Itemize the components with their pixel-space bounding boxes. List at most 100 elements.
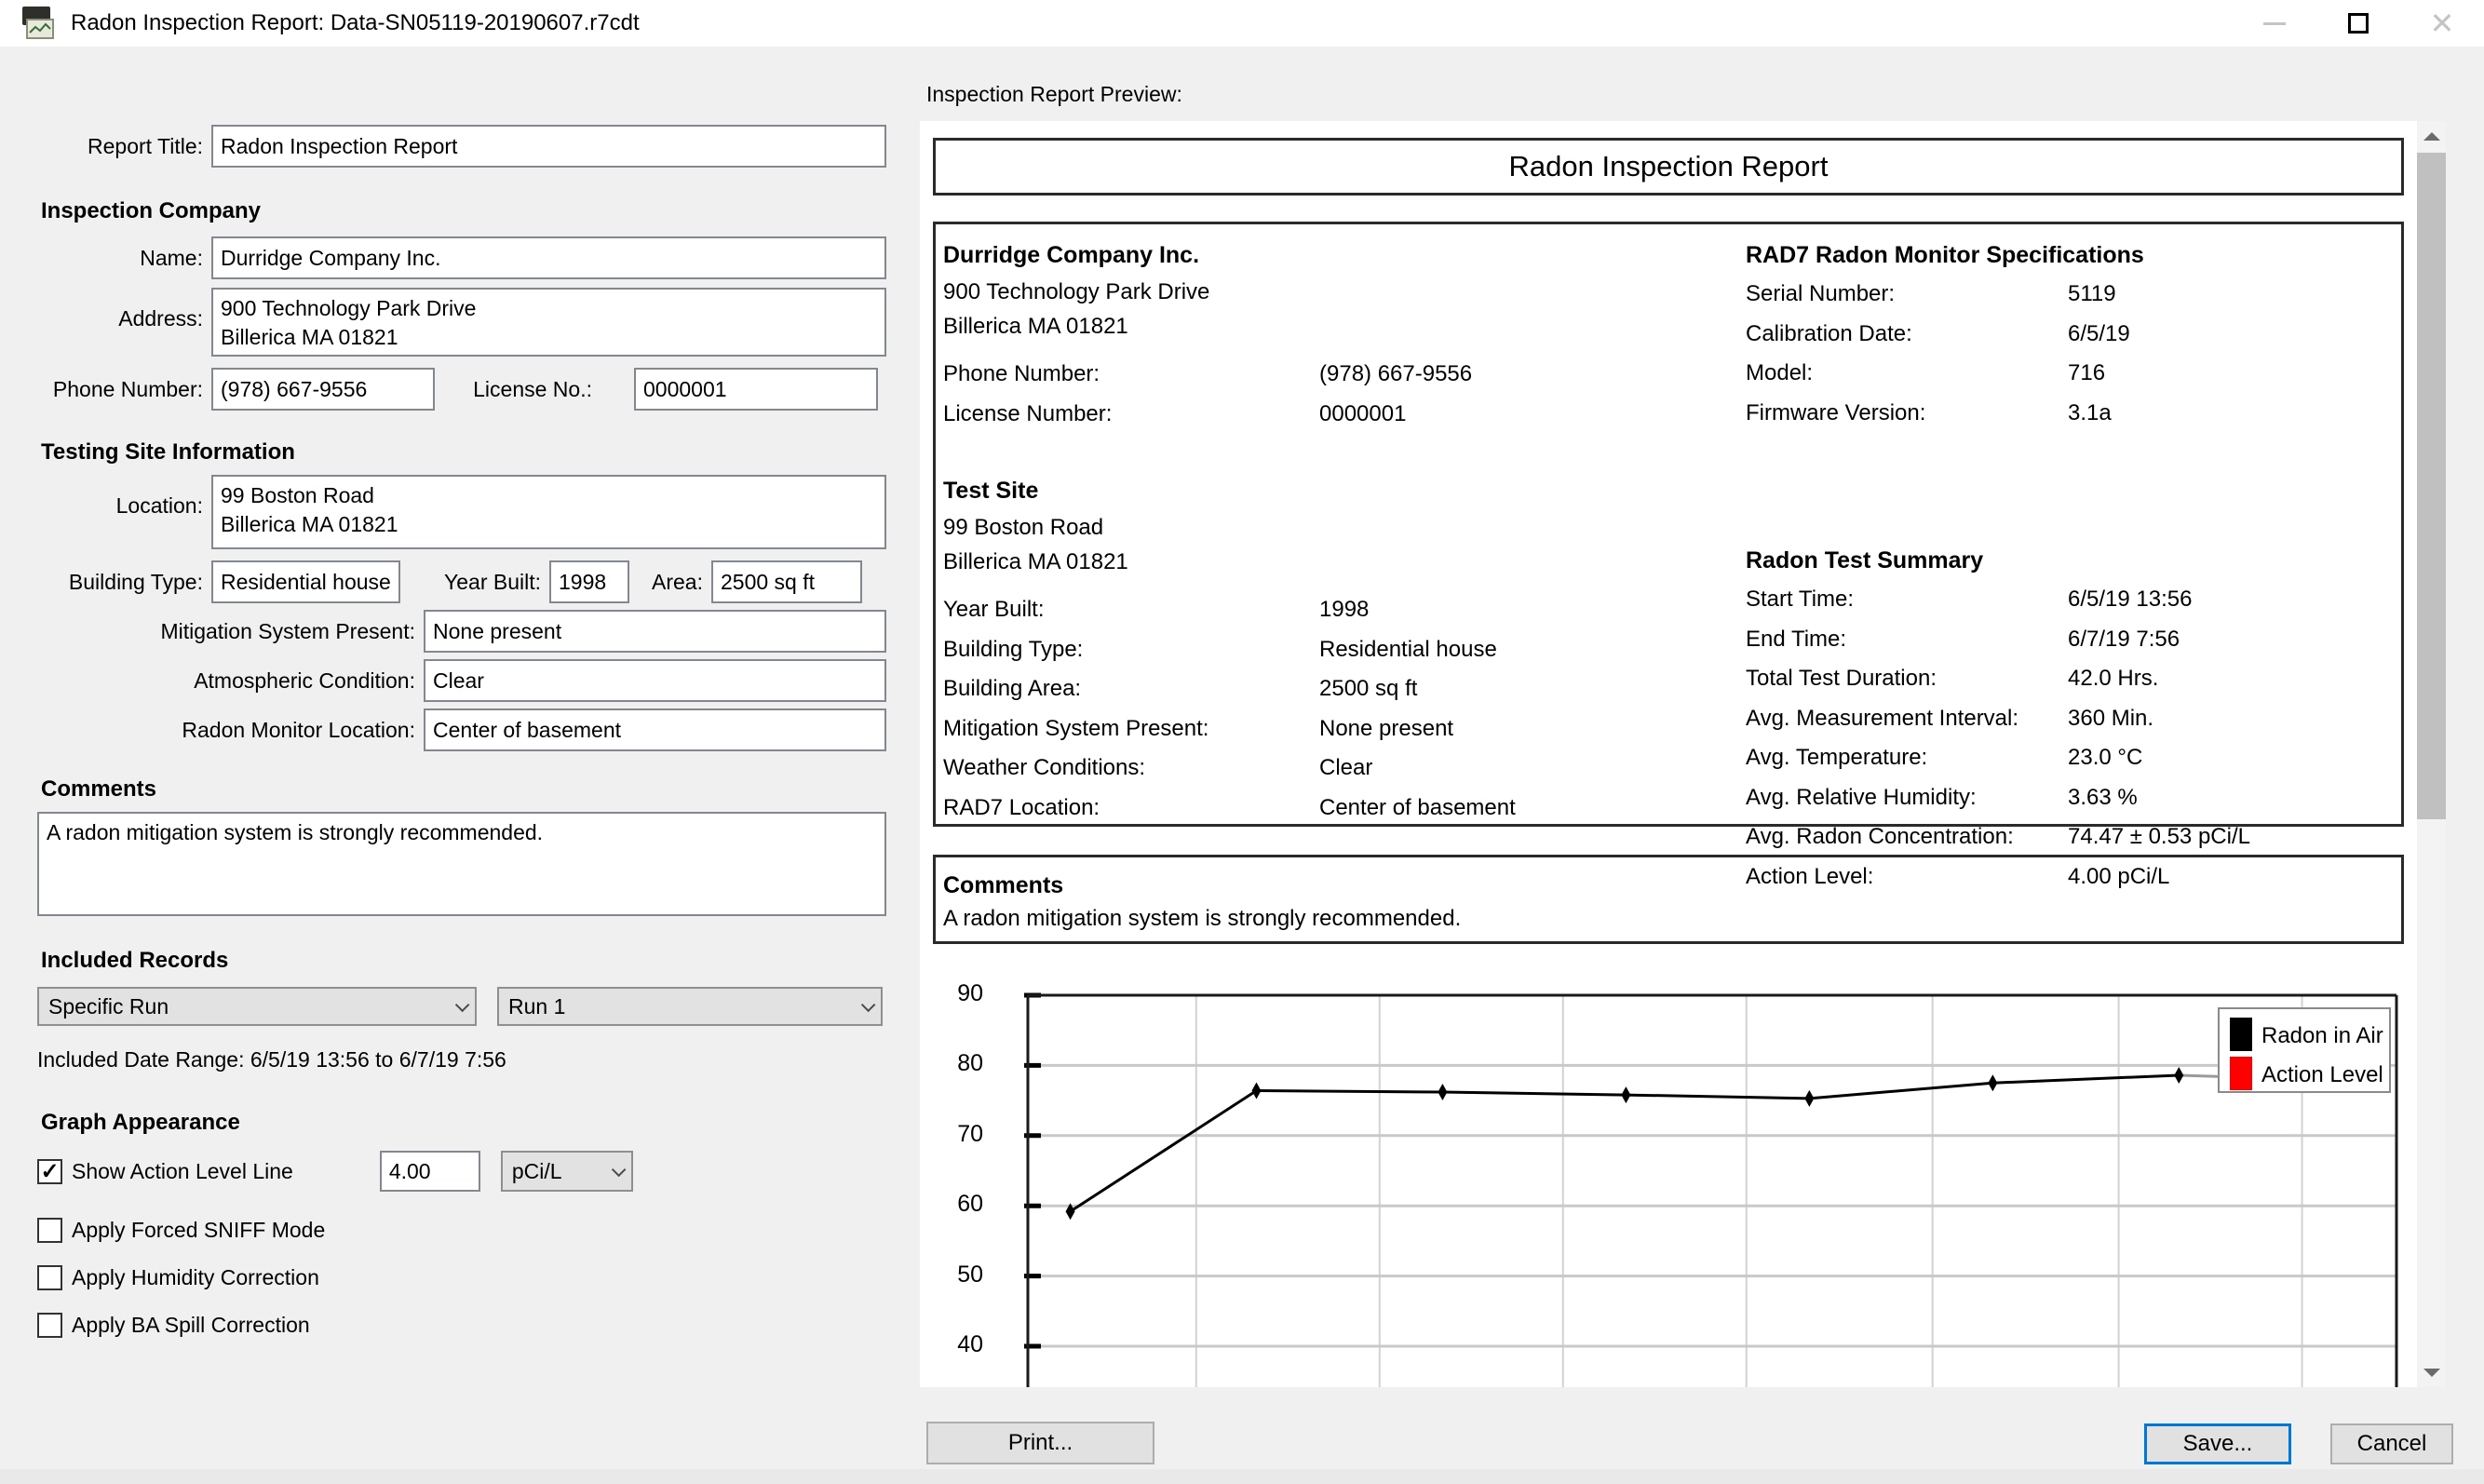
report-row-label: Building Type:	[943, 636, 1084, 662]
report-row-value: 716	[2068, 360, 2106, 386]
unit-value: pCi/L	[511, 1158, 562, 1183]
print-button[interactable]: Print...	[926, 1422, 1154, 1464]
report-row: Total Test Duration: 42.0 Hrs.	[1746, 659, 2396, 699]
area-input[interactable]: 2500 sq ft	[711, 560, 862, 603]
report-row-label: Building Area:	[943, 676, 1082, 702]
report-row-value: 6/5/19	[2068, 320, 2130, 346]
report-title-box: Radon Inspection Report	[933, 138, 2404, 196]
save-button[interactable]: Save...	[2144, 1423, 2291, 1464]
svg-text:Action Level: Action Level	[2261, 1062, 2383, 1087]
location-input[interactable]: 99 Boston Road Billerica MA 01821	[211, 475, 886, 549]
specs-heading: RAD7 Radon Monitor Specifications	[1746, 241, 2144, 268]
report-row-value: 3.63 %	[2068, 784, 2138, 810]
cancel-button[interactable]: Cancel	[2330, 1423, 2453, 1464]
building-type-input[interactable]: Residential house	[211, 560, 400, 603]
humidity-correction-checkbox[interactable]	[37, 1265, 62, 1290]
atmospheric-input[interactable]: Clear	[424, 659, 886, 702]
run-value: Run 1	[508, 993, 566, 1019]
report-row-label: Firmware Version:	[1746, 399, 1926, 425]
report-row-label: End Time:	[1746, 626, 1847, 652]
license-no-input[interactable]: 0000001	[634, 368, 878, 411]
scroll-down-icon[interactable]	[2417, 1357, 2446, 1387]
report-row-label: Phone Number:	[943, 361, 1100, 387]
report-title-input[interactable]: Radon Inspection Report	[211, 125, 886, 168]
record-type-dropdown[interactable]: Specific Run	[37, 987, 477, 1026]
maximize-icon	[2348, 13, 2369, 34]
test-site-rows: Year Built: 1998 Building Type: Residential…	[943, 590, 1746, 828]
preview-scrollbar[interactable]	[2417, 121, 2446, 1387]
action-level-value-input[interactable]: 4.00	[379, 1151, 480, 1192]
report-row-label: Avg. Temperature:	[1746, 745, 1928, 771]
report-row-value: 360 Min.	[2068, 705, 2154, 731]
maximize-button[interactable]	[2316, 0, 2400, 47]
phone-number-input[interactable]: (978) 667-9556	[211, 368, 435, 411]
company-address-label: Address:	[118, 306, 203, 331]
report-row-label: Start Time:	[1746, 587, 1855, 613]
report-row: License Number: 0000001	[943, 395, 1746, 435]
preview-label: Inspection Report Preview:	[926, 82, 1182, 106]
report-row-value: 4.00 pCi/L	[2068, 863, 2170, 889]
scroll-up-icon[interactable]	[2417, 121, 2446, 151]
license-no-label: License No.:	[473, 376, 592, 401]
report-row-value: 6/5/19 13:56	[2068, 587, 2193, 613]
chart-plot: Radon in Air Action Level	[1024, 992, 2398, 1387]
report-row-value: None present	[1319, 715, 1454, 741]
summary-heading: Radon Test Summary	[1746, 546, 1984, 573]
report-form: Report Title: Radon Inspection Report In…	[28, 121, 886, 1338]
test-site-heading: Test Site	[943, 477, 1039, 504]
action-level-unit-dropdown[interactable]: pCi/L	[500, 1151, 633, 1192]
report-preview: Radon Inspection Report Durridge Company…	[920, 121, 2417, 1387]
monitor-location-input[interactable]: Center of basement	[424, 708, 886, 751]
report-row-value: (978) 667-9556	[1319, 361, 1473, 387]
report-row-label: Avg. Radon Concentration:	[1746, 824, 2014, 850]
inspection-company-heading: Inspection Company	[41, 198, 262, 223]
forced-sniff-checkbox[interactable]	[37, 1218, 62, 1243]
scrollbar-thumb[interactable]	[2417, 153, 2446, 819]
comments-input[interactable]: A radon mitigation system is strongly re…	[37, 812, 886, 916]
report-row-label: Mitigation System Present:	[943, 715, 1209, 741]
report-row-label: Avg. Measurement Interval:	[1746, 705, 2019, 731]
building-type-label: Building Type:	[68, 569, 203, 594]
report-row: Avg. Temperature: 23.0 °C	[1746, 738, 2396, 778]
minimize-button[interactable]	[2233, 0, 2316, 47]
show-action-level-checkbox[interactable]: ✓	[37, 1158, 62, 1184]
report-row-label: Weather Conditions:	[943, 755, 1146, 781]
report-row: RAD7 Location: Center of basement	[943, 789, 1746, 829]
window-title: Radon Inspection Report: Data-SN05119-20…	[71, 10, 640, 35]
company-name: Durridge Company Inc.	[943, 241, 1200, 268]
report-row: Year Built: 1998	[943, 590, 1746, 630]
report-row-label: Calibration Date:	[1746, 320, 1912, 346]
mitigation-input[interactable]: None present	[424, 610, 886, 653]
company-address-input[interactable]: 900 Technology Park Drive Billerica MA 0…	[211, 288, 886, 357]
close-button[interactable]: ✕	[2400, 0, 2484, 47]
phone-number-label: Phone Number:	[52, 376, 203, 401]
report-row-label: Total Test Duration:	[1746, 666, 1937, 692]
svg-text:Radon in Air: Radon in Air	[2261, 1023, 2383, 1048]
chevron-down-icon	[860, 997, 876, 1012]
company-name-input[interactable]: Durridge Company Inc.	[211, 236, 886, 279]
report-row: Mitigation System Present: None present	[943, 709, 1746, 749]
report-comments-text: A radon mitigation system is strongly re…	[943, 906, 1462, 931]
year-built-input[interactable]: 1998	[549, 560, 629, 603]
company-rows: Phone Number: (978) 667-9556 License Numbe…	[943, 355, 1746, 434]
close-icon: ✕	[2429, 7, 2455, 40]
report-row-value: 5119	[2068, 281, 2116, 307]
report-row: Avg. Radon Concentration: 74.47 ± 0.53 pC…	[1746, 817, 2396, 857]
y-tick-label: 80	[957, 1050, 983, 1077]
specs-rows: Serial Number: 5119 Calibration Date: 6/5/1…	[1746, 275, 2396, 433]
report-row: Start Time: 6/5/19 13:56	[1746, 580, 2396, 620]
graph-appearance-heading: Graph Appearance	[41, 1110, 240, 1135]
report-row: Action Level: 4.00 pCi/L	[1746, 857, 2396, 897]
ba-spill-checkbox[interactable]	[37, 1313, 62, 1338]
report-row-label: License Number:	[943, 400, 1113, 426]
y-tick-label: 60	[957, 1191, 983, 1218]
forced-sniff-label: Apply Forced SNIFF Mode	[72, 1218, 326, 1242]
company-name-label: Name:	[140, 245, 203, 270]
company-address-2: Billerica MA 01821	[943, 313, 1128, 339]
y-tick-label: 90	[957, 980, 983, 1006]
report-row: Weather Conditions: Clear	[943, 749, 1746, 789]
ba-spill-label: Apply BA Spill Correction	[72, 1313, 310, 1337]
report-row-value: 74.47 ± 0.53 pCi/L	[2068, 824, 2250, 850]
radon-chart: 90 80 70 60 50 40 Radon in Air Action Level	[933, 978, 2404, 1387]
run-dropdown[interactable]: Run 1	[497, 987, 883, 1026]
